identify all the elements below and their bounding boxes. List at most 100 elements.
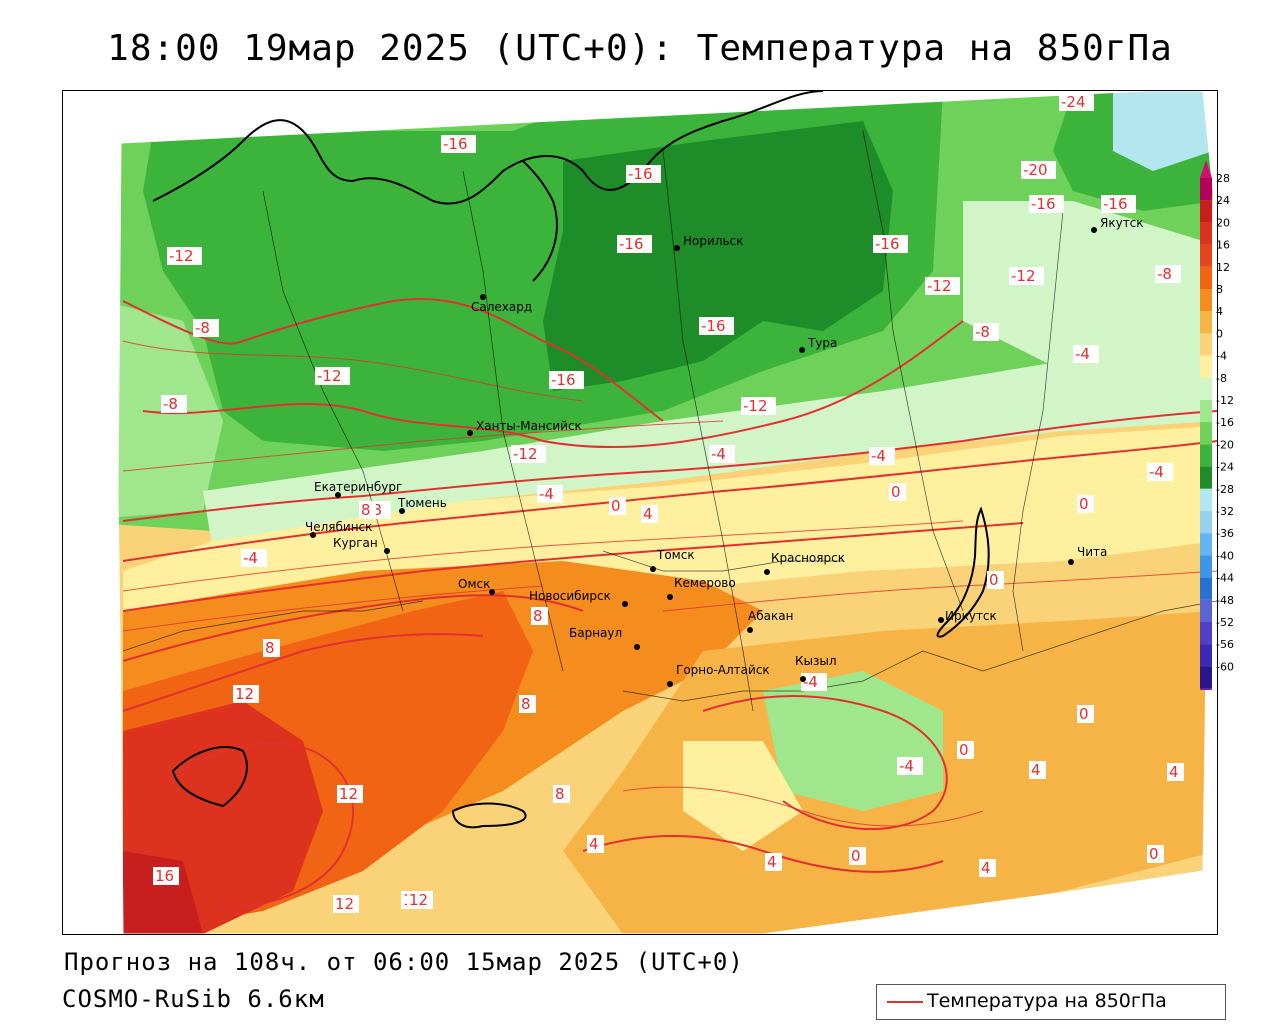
map-title: 18:00 19мар 2025 (UTC+0): Температура на… (107, 28, 1173, 69)
contour-label: -12 (513, 445, 538, 463)
contour-label: 4 (767, 853, 777, 871)
coastline (152, 91, 990, 829)
colorbar-tick-label: -16 (1216, 416, 1234, 429)
contour-label: 8 (521, 695, 531, 713)
city-label: Чита (1077, 545, 1107, 559)
contour-label: 0 (851, 847, 861, 865)
colorbar-tick-label: 24 (1216, 194, 1230, 207)
contour-label-box (153, 867, 179, 885)
contour-label-box (1167, 763, 1184, 781)
city-label: Норильск (683, 234, 743, 248)
contour-label-box (1155, 265, 1181, 283)
contour-label-box (531, 607, 548, 625)
colorbar-tick-label: -60 (1216, 660, 1234, 673)
city-label: Абакан (748, 609, 793, 623)
contour-label-box (973, 323, 999, 341)
contour-label-box (1147, 845, 1164, 863)
city-marker (799, 347, 805, 353)
contour-label: 8 (555, 785, 565, 803)
city-label: Томск (656, 548, 695, 562)
contour-label: 0 (1079, 495, 1089, 513)
colorbar-swatch (1200, 311, 1212, 334)
contour-label: 4 (1031, 761, 1041, 779)
city-marker (310, 532, 316, 538)
colorbar-tick-label: -56 (1216, 638, 1234, 651)
city-marker (622, 601, 628, 607)
domain-outline (117, 91, 1214, 934)
contour-label-box (987, 571, 1004, 589)
city-label: Ханты-Мансийск (476, 419, 582, 433)
colorbar-tick-label: 4 (1216, 305, 1223, 318)
map-panel[interactable]: -24 -20 -16 -16 -16 -16 -16 -16 -16 -16 -12 -12 -12 -… (62, 90, 1218, 935)
contour-label-box (1029, 761, 1046, 779)
contour-label-box (925, 277, 960, 295)
contour-label-box (549, 371, 584, 389)
contour-label-box (1073, 345, 1099, 363)
city-marker (747, 627, 753, 633)
contour-label-box (441, 135, 476, 153)
contour-label-box (1029, 195, 1064, 213)
region-borders (122, 130, 1217, 712)
contour-label-box (699, 317, 734, 335)
contour-label-box (957, 741, 974, 759)
colorbar-swatch (1200, 555, 1212, 578)
colorbar-tick-label: -32 (1216, 505, 1234, 518)
contour-label: 0 (611, 497, 621, 515)
contour-label: -4 (871, 447, 886, 465)
colorbar-tick-label: -28 (1216, 483, 1234, 496)
contour-label: -4 (243, 549, 258, 567)
contour-label: 12 (339, 785, 358, 803)
city-marker (467, 430, 473, 436)
contour-label-box (167, 247, 202, 265)
colorbar-swatch (1200, 289, 1212, 312)
contour-label-box (801, 673, 827, 691)
city-marker (335, 492, 341, 498)
contour-label: 12 (235, 685, 254, 703)
contour-label-box (765, 853, 782, 871)
contour-label-box (897, 757, 923, 775)
contour-label: -16 (701, 317, 726, 335)
city-label: Тюмень (397, 496, 447, 510)
contour-label: 4 (643, 505, 653, 523)
city-label: Барнаул (569, 626, 622, 640)
colorbar-swatch (1200, 466, 1212, 489)
contour-label-box (359, 501, 376, 519)
city-label: Челябинск (305, 520, 372, 534)
contour-label: -16 (619, 235, 644, 253)
contour-label-box (1077, 705, 1094, 723)
colorbar-swatch (1200, 444, 1212, 467)
contour-label-layer: -24 -20 -16 -16 -16 -16 -16 -16 -16 -16 -12 -12 -12 -… (153, 93, 1184, 913)
contour-label: -8 (1157, 265, 1172, 283)
contour-label: 0 (891, 483, 901, 501)
city-label: Красноярск (771, 551, 845, 565)
contour-label: -16 (1031, 195, 1056, 213)
city-label: Кызыл (795, 654, 837, 668)
contour-label-box (869, 447, 895, 465)
city-layer: Норильск Якутск Салехард Тура Ханты-Мансийск… (305, 216, 1144, 687)
contour-label-box (1147, 463, 1173, 481)
isotherm-minor (122, 340, 1217, 827)
colorbar-tick-label: -52 (1216, 616, 1234, 629)
contour-label: 12 (335, 895, 354, 913)
contour-label-box (241, 549, 267, 567)
colorbar-swatch (1200, 666, 1212, 689)
contour-label: -4 (1149, 463, 1164, 481)
contour-label-box (626, 165, 661, 183)
contour-label-box (1059, 93, 1094, 111)
contour-label: -4 (1075, 345, 1090, 363)
legend: Температура на 850гПа (876, 984, 1226, 1020)
contour-label-box (617, 235, 652, 253)
city-marker (634, 644, 640, 650)
contour-label: 0 (1079, 705, 1089, 723)
contour-label-box (889, 483, 906, 501)
colorbar-swatch (1200, 400, 1212, 423)
contour-label-box (263, 639, 280, 657)
city-label: Якутск (1100, 216, 1144, 230)
colorbar-swatch (1200, 222, 1212, 245)
colorbar-tick-label: 12 (1216, 261, 1230, 274)
contour-label-box (315, 367, 350, 385)
colorbar-swatch (1200, 178, 1212, 201)
contour-label: -24 (1061, 93, 1086, 111)
contour-label: 8 (265, 639, 275, 657)
colorbar-tick-label: 20 (1216, 216, 1230, 229)
